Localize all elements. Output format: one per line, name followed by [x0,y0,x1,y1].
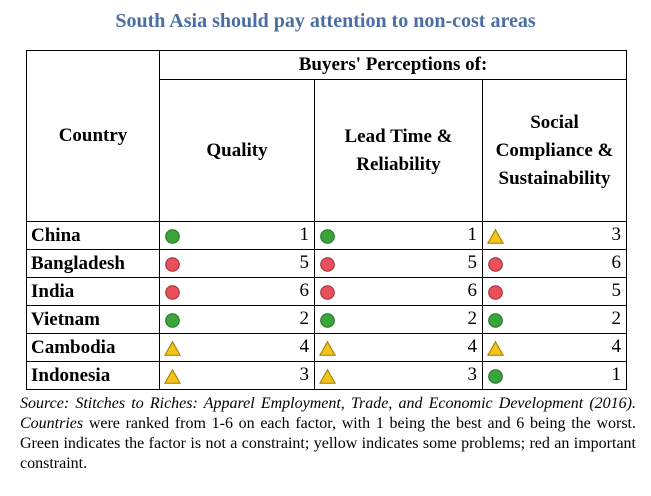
column-header: Lead Time & Reliability [314,79,483,222]
rank-value: 5 [611,280,622,301]
country-name: China [26,221,160,250]
table-row: Cambodia 4 4 4 [26,333,627,362]
rank-value: 2 [467,308,478,329]
rank-value: 6 [611,252,622,273]
rank-value: 6 [299,280,310,301]
warning-triangle-icon [319,368,336,384]
rank-value: 1 [467,224,478,245]
green-circle-icon [488,313,503,328]
green-circle-icon [320,313,335,328]
rank-value: 4 [467,336,478,357]
rank-cell: 4 [314,333,483,362]
rank-value: 1 [299,224,310,245]
green-circle-icon [320,229,335,244]
green-circle-icon [488,369,503,384]
column-header-line: Sustainability [498,167,611,189]
column-header-line: Reliability [356,153,441,175]
column-header-line: Compliance & [495,139,614,161]
warning-triangle-icon [164,340,181,356]
group-header: Buyers' Perceptions of: [159,50,627,80]
table-row: Vietnam 2 2 2 [26,305,627,334]
red-circle-icon [488,285,503,300]
rank-cell: 6 [159,277,315,306]
perceptions-table: Country Buyers' Perceptions of: Quality L… [26,50,627,390]
chart-title: South Asia should pay attention to non-c… [115,10,536,32]
column-header: Quality [159,79,315,222]
rank-cell: 1 [482,361,627,390]
source-explanation: were ranked from 1-6 on each factor, wit… [20,415,636,472]
warning-triangle-icon [164,368,181,384]
rank-value: 3 [299,364,310,385]
country-name: Cambodia [26,333,160,362]
rank-cell: 3 [159,361,315,390]
table-row: Indonesia 3 3 1 [26,361,627,390]
rank-value: 4 [611,336,622,357]
country-name: India [26,277,160,306]
rank-value: 5 [299,252,310,273]
rank-cell: 1 [314,221,483,250]
rank-cell: 2 [314,305,483,334]
rank-cell: 4 [482,333,627,362]
rank-cell: 6 [314,277,483,306]
rank-cell: 3 [482,221,627,250]
rank-value: 2 [299,308,310,329]
rank-value: 2 [611,308,622,329]
table-row: India 6 6 5 [26,277,627,306]
rank-value: 4 [299,336,310,357]
source-note: Source: Stitches to Riches: Apparel Empl… [20,394,636,474]
country-name: Bangladesh [26,249,160,278]
rank-cell: 1 [159,221,315,250]
column-header-line: Social [530,111,579,133]
rank-cell: 5 [482,277,627,306]
warning-triangle-icon [487,228,504,244]
country-name: Indonesia [26,361,160,390]
column-header: Social Compliance & Sustainability [482,79,627,222]
rank-value: 6 [467,280,478,301]
rank-value: 5 [467,252,478,273]
red-circle-icon [165,285,180,300]
rank-cell: 6 [482,249,627,278]
red-circle-icon [165,257,180,272]
rank-value: 3 [467,364,478,385]
column-header-line: Lead Time & [344,125,453,147]
warning-triangle-icon [319,340,336,356]
green-circle-icon [165,229,180,244]
rank-cell: 3 [314,361,483,390]
rank-cell: 4 [159,333,315,362]
rank-cell: 2 [482,305,627,334]
rank-value: 3 [611,224,622,245]
column-header-line: Quality [206,139,268,161]
green-circle-icon [165,313,180,328]
country-name: Vietnam [26,305,160,334]
warning-triangle-icon [487,340,504,356]
table-row: China 1 1 3 [26,221,627,250]
red-circle-icon [320,257,335,272]
table-row: Bangladesh 5 5 6 [26,249,627,278]
source-citation: Source: Stitches to Riches: Apparel Empl… [20,395,636,432]
country-column-header: Country [26,50,160,222]
red-circle-icon [320,285,335,300]
rank-cell: 5 [159,249,315,278]
rank-value: 1 [611,364,622,385]
rank-cell: 5 [314,249,483,278]
rank-cell: 2 [159,305,315,334]
red-circle-icon [488,257,503,272]
